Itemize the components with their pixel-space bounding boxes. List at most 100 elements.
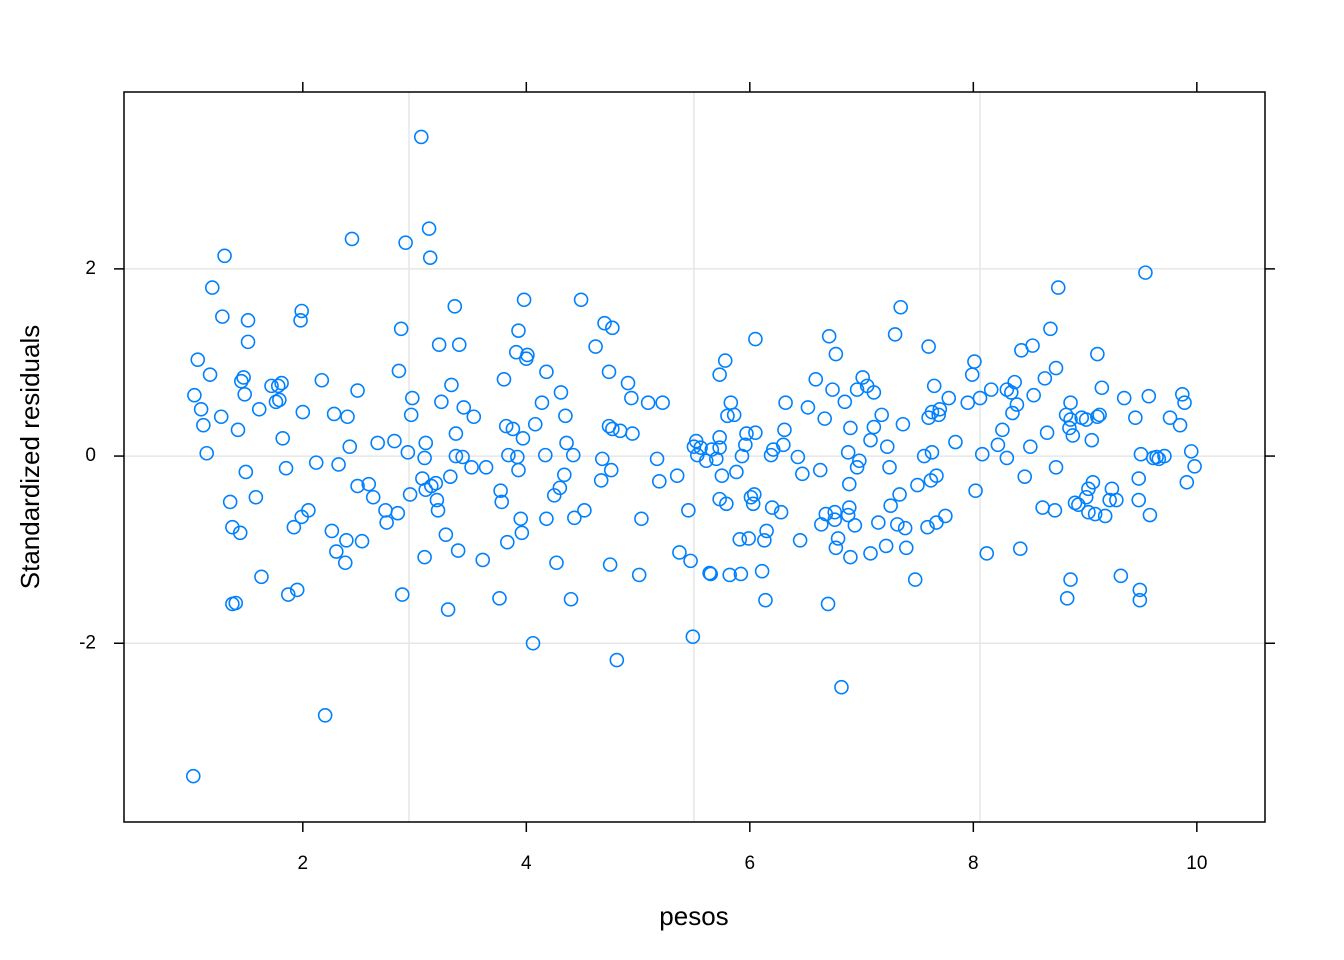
point <box>1090 346 1105 362</box>
point <box>1012 541 1028 557</box>
point <box>301 503 316 518</box>
point <box>649 451 665 467</box>
point <box>624 390 639 406</box>
point <box>240 313 256 328</box>
point <box>513 511 529 527</box>
point <box>478 459 494 475</box>
point <box>843 549 858 565</box>
point <box>754 563 770 579</box>
point <box>597 315 612 331</box>
point <box>222 494 238 510</box>
point <box>1043 321 1058 337</box>
point <box>1023 439 1038 455</box>
point <box>634 511 649 527</box>
point <box>417 450 432 466</box>
point <box>681 503 696 518</box>
point <box>278 460 294 476</box>
y-tick-label: 2 <box>85 258 96 279</box>
point <box>1063 395 1078 411</box>
point <box>1179 474 1195 490</box>
point <box>557 467 572 483</box>
point <box>492 591 507 606</box>
point <box>1131 492 1147 508</box>
point <box>703 566 719 582</box>
point <box>193 401 209 417</box>
point <box>1138 265 1153 280</box>
point <box>331 457 346 472</box>
point <box>960 395 976 411</box>
point <box>764 500 780 515</box>
point <box>1133 446 1149 462</box>
point <box>514 525 530 541</box>
point <box>447 299 463 314</box>
point <box>354 533 370 549</box>
point <box>387 433 402 449</box>
point <box>539 511 554 527</box>
point <box>1026 387 1041 403</box>
point <box>863 546 878 561</box>
point <box>185 768 201 784</box>
point <box>324 523 340 539</box>
point <box>520 347 535 363</box>
point <box>511 462 526 478</box>
point <box>196 417 211 433</box>
point <box>451 337 467 352</box>
point <box>712 367 727 382</box>
point <box>1025 338 1040 353</box>
point <box>1090 409 1105 425</box>
point <box>1084 432 1100 448</box>
point <box>964 367 980 382</box>
point <box>275 430 290 446</box>
point <box>605 421 620 437</box>
point <box>217 248 232 264</box>
point <box>1097 508 1113 524</box>
point <box>874 407 889 423</box>
y-tick-label: 0 <box>85 445 96 466</box>
point <box>738 437 753 453</box>
point <box>455 449 470 465</box>
point <box>1004 385 1019 400</box>
point <box>892 487 907 502</box>
point <box>593 473 609 488</box>
point <box>289 582 305 598</box>
point <box>732 532 748 547</box>
point <box>215 309 230 324</box>
point <box>1131 471 1147 486</box>
point <box>448 448 464 464</box>
point <box>588 339 603 354</box>
point <box>916 448 932 464</box>
point <box>1175 386 1190 402</box>
point <box>393 321 409 337</box>
point <box>1132 582 1148 598</box>
point <box>1078 412 1094 427</box>
point <box>339 532 354 548</box>
point <box>237 386 252 402</box>
point <box>1048 459 1064 475</box>
point <box>893 299 908 315</box>
point <box>308 455 324 470</box>
point <box>361 476 377 492</box>
point <box>759 523 774 539</box>
point <box>1009 397 1025 412</box>
point <box>274 375 289 391</box>
point <box>1048 360 1064 376</box>
point <box>234 373 249 389</box>
point <box>817 411 832 426</box>
point <box>929 468 944 484</box>
point <box>1141 388 1157 404</box>
point <box>795 466 810 482</box>
point <box>317 708 333 723</box>
point <box>403 407 419 423</box>
point <box>450 543 466 558</box>
point <box>379 515 394 530</box>
point <box>920 519 935 535</box>
point <box>883 498 898 513</box>
point <box>800 400 816 415</box>
point <box>248 489 264 505</box>
point <box>1116 390 1132 406</box>
point <box>314 372 330 388</box>
point <box>746 487 762 502</box>
point <box>748 425 763 440</box>
